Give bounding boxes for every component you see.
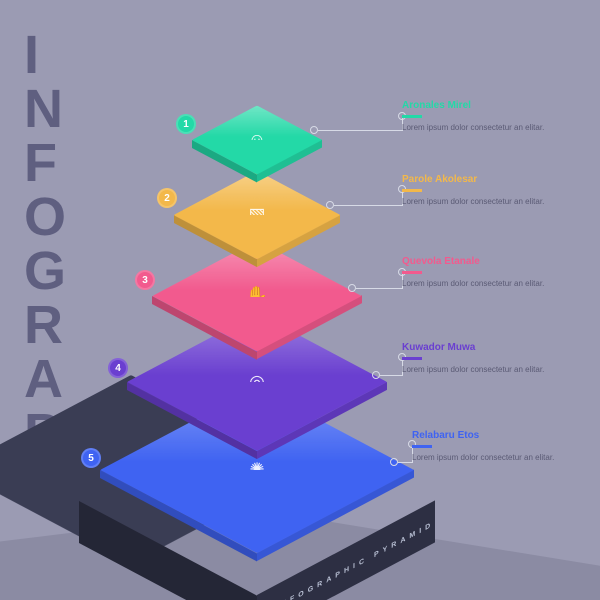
brain-bulb-icon: ✺: [249, 460, 264, 481]
callout-node: [390, 458, 398, 466]
step-badge-4: 4: [108, 358, 128, 378]
callout-body: Lorem ipsum dolor consectetur an elitar.: [402, 197, 572, 208]
callout-underline: [402, 115, 422, 118]
callout-title: Parole Akolesar: [402, 174, 572, 189]
callout-title: Kuwador Muwa: [402, 342, 572, 357]
callout-text-5: Relabaru Etos Lorem ipsum dolor consectet…: [412, 430, 582, 464]
callout-body: Lorem ipsum dolor consectetur an elitar.: [412, 453, 582, 464]
callout-connector: [356, 288, 402, 289]
stage: INFOGRAPHIC PYRAMID ✺◎✋▧☺ 12345 Aronales…: [0, 0, 600, 600]
callout-node: [326, 201, 334, 209]
callout-node: [372, 371, 380, 379]
callout-body: Lorem ipsum dolor consectetur an elitar.: [402, 365, 572, 376]
callout-node: [348, 284, 356, 292]
head-gear-icon: ☺: [248, 130, 266, 151]
callout-underline: [412, 445, 432, 448]
step-badge-2: 2: [157, 188, 177, 208]
callout-underline: [402, 189, 422, 192]
step-badge-3: 3: [135, 270, 155, 290]
step-badge-5: 5: [81, 448, 101, 468]
callout-underline: [402, 357, 422, 360]
callout-title: Quevola Etanale: [402, 256, 572, 271]
target-segments-icon: ◎: [249, 372, 265, 393]
callout-text-1: Aronales Mirel Lorem ipsum dolor consecte…: [402, 100, 572, 134]
callout-node: [310, 126, 318, 134]
callout-body: Lorem ipsum dolor consectetur an elitar.: [402, 123, 572, 134]
callout-text-4: Kuwador Muwa Lorem ipsum dolor consectetu…: [402, 342, 572, 376]
callout-connector: [398, 462, 412, 463]
pyramid-layer-2: ▧: [174, 171, 341, 259]
callout-text-3: Quevola Etanale Lorem ipsum dolor consect…: [402, 256, 572, 290]
chart-up-icon: ▧: [248, 205, 265, 226]
pyramid-layer-1: ☺: [192, 106, 322, 175]
callout-connector: [318, 130, 402, 131]
callout-title: Aronales Mirel: [402, 100, 572, 115]
callout-connector: [334, 205, 402, 206]
callout-title: Relabaru Etos: [412, 430, 582, 445]
callout-text-2: Parole Akolesar Lorem ipsum dolor consect…: [402, 174, 572, 208]
hand-bulb-icon: ✋: [246, 286, 268, 307]
step-badge-1: 1: [176, 114, 196, 134]
callout-underline: [402, 271, 422, 274]
callout-body: Lorem ipsum dolor consectetur an elitar.: [402, 279, 572, 290]
callout-connector: [380, 375, 402, 376]
